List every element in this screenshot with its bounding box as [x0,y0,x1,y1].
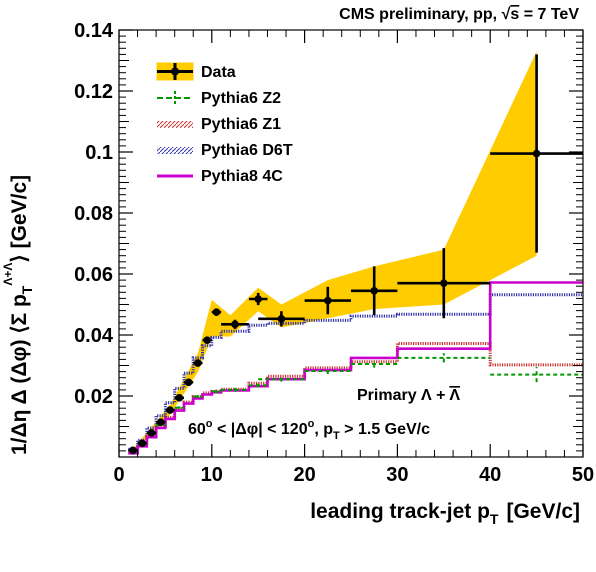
point-data [211,308,222,316]
point-data [221,319,249,329]
marker [532,149,541,158]
y-axis-title: 1/Δη Δ (Δφ) ⟨Σ pTΛ+Λ⟩[GeV/c] [1,175,35,455]
svg-text:Pythia6 Z2: Pythia6 Z2 [201,90,281,107]
marker [212,308,221,316]
point-pythia6-z2 [258,376,305,382]
point-data [397,248,491,319]
point-pythia6-z2 [304,367,351,375]
y-tick-label: 0.14 [74,20,114,42]
legend: Data Pythia6 Z2 Pythia6 Z1 Pythia6 D6T P… [156,62,293,185]
svg-text:Primary Λ + Λ: Primary Λ + Λ [357,387,460,404]
marker [147,429,156,437]
point-pythia6-z2 [174,406,184,409]
point-data [351,266,398,316]
point-pythia6-z2 [248,383,268,388]
point-pythia6-z2 [490,367,583,383]
x-tick-label: 10 [201,464,223,486]
x-tick-label: 40 [479,464,501,486]
marker [175,394,184,402]
data-points [128,54,583,455]
x-tick-label: 50 [572,464,594,486]
point-data [156,418,166,427]
point-data [165,406,175,414]
marker [277,315,286,323]
chart-title: CMS preliminary, pp, √s = 7 TeV [339,6,579,23]
y-tick-label: 0.02 [74,386,113,408]
x-axis-title: leading track-jet pT [GeV/c] [310,500,580,527]
marker [129,446,137,455]
svg-text:Pythia8 4C: Pythia8 4C [201,168,283,185]
legend-entry-data: Data [156,62,236,81]
legend-entry-pythia6-d6t: Pythia6 D6T [157,142,293,159]
axis-ticks: 0 10 20 30 40 50 0.02 0.04 0.06 0.08 0.1 0.12 0.14 [74,20,594,486]
point-pythia6-z2 [397,353,491,363]
legend-entry-pythia8-4c: Pythia8 4C [157,168,283,185]
point-pythia6-z2 [193,395,203,399]
x-tick-label: 30 [386,464,408,486]
lambda-bar: Λ [449,387,460,404]
point-pythia6-z2 [221,388,249,392]
curve-pythia6-d6t [128,293,583,451]
y-tick-label: 0.12 [74,81,113,103]
point-data [137,439,147,448]
marker [370,286,379,295]
point-data [248,292,268,306]
marker [194,359,202,367]
marker [166,406,174,414]
svg-text:Data: Data [201,64,236,81]
annotation-primary-lambda: Primary Λ + Λ [357,387,460,404]
point-data [490,54,583,253]
annotation-cuts: 60o < |Δφ| < 120o, pT > 1.5 GeV/c [188,418,430,442]
y-tick-label: 0.1 [85,142,113,164]
point-data [193,359,203,367]
svg-text:Pythia6 Z1: Pythia6 Z1 [201,116,281,133]
svg-text:Pythia6 D6T: Pythia6 D6T [201,142,293,159]
point-data [258,311,305,327]
marker [203,336,211,344]
point-pythia6-z2 [211,389,222,394]
y-tick-label: 0.04 [74,325,114,347]
point-data [183,378,194,387]
point-data [146,429,157,437]
marker [231,320,239,329]
legend-entry-pythia6-z1: Pythia6 Z1 [157,116,281,133]
point-data [128,446,138,455]
point-pythia6-z2 [351,360,398,368]
point-data [174,394,184,402]
point-data [202,336,212,344]
x-tick-label: 0 [113,464,124,486]
x-tick-label: 20 [293,464,315,486]
marker [184,378,193,387]
marker [440,279,448,287]
marker [324,296,332,305]
marker [156,418,165,427]
marker [254,295,262,303]
title-s: s [510,6,519,23]
marker [138,439,146,448]
svg-text:60o < |Δφ| < 120o, pT > 1.5 Ge: 60o < |Δφ| < 120o, pT > 1.5 GeV/c [188,418,430,442]
points-data [128,54,583,455]
legend-entry-pythia6-z2: Pythia6 Z2 [157,90,281,107]
data-systematic-band [132,51,537,452]
point-data [304,286,351,315]
y-tick-label: 0.06 [74,264,113,286]
y-tick-label: 0.08 [74,203,113,225]
step-line-pythia6-d6t [128,293,583,451]
data-band-area [132,51,537,452]
